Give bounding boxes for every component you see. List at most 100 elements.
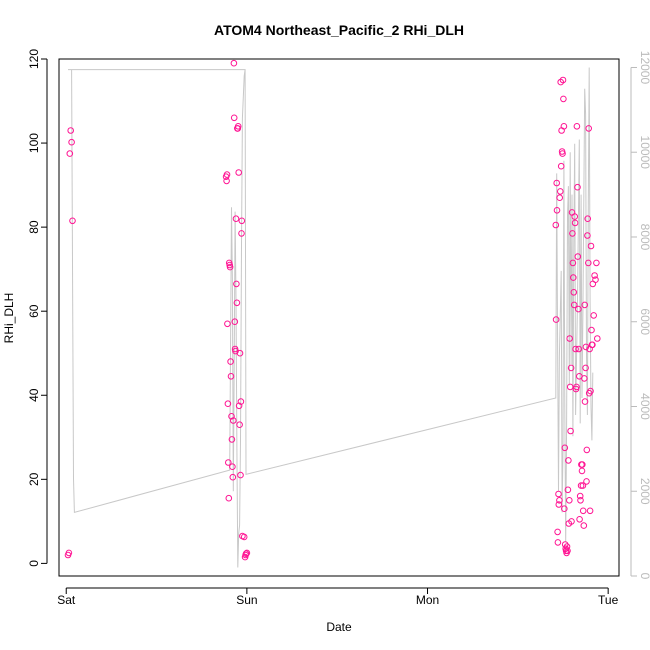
y2-tick-label: 6000 — [638, 308, 650, 335]
data-point — [555, 501, 563, 508]
data-point — [560, 123, 568, 130]
y2-tick-label: 2000 — [638, 478, 650, 505]
y2-tick-label: 4000 — [638, 393, 650, 420]
data-point — [589, 341, 596, 349]
data-point — [584, 232, 591, 239]
data-point — [225, 459, 232, 466]
data-point — [574, 253, 582, 260]
data-point — [68, 138, 75, 146]
data-point — [582, 343, 590, 351]
x-tick-label: Tue — [598, 593, 619, 607]
data-point — [573, 383, 580, 391]
data-point — [570, 274, 577, 281]
data-point — [240, 533, 248, 541]
data-point — [552, 221, 560, 229]
data-point — [569, 230, 576, 237]
data-point — [587, 387, 594, 395]
data-point — [579, 482, 587, 489]
y2-axis: 0 2000 4000 6000 8000 10000 12000 — [630, 51, 650, 580]
data-point — [587, 242, 595, 250]
data-point — [554, 539, 562, 546]
data-point — [67, 127, 74, 134]
x-tick-label: Sat — [57, 593, 76, 607]
data-point — [561, 444, 569, 452]
data-point — [230, 417, 237, 424]
data-point — [234, 123, 242, 130]
x-axis-label: Date — [326, 620, 352, 634]
line-series — [68, 67, 594, 568]
data-point — [568, 518, 575, 525]
data-point — [224, 400, 232, 408]
y-tick-label: 60 — [27, 304, 41, 318]
data-point — [237, 398, 245, 405]
data-point — [236, 421, 243, 429]
data-point — [552, 316, 560, 323]
data-point — [225, 494, 233, 502]
data-point — [583, 478, 590, 485]
data-point — [233, 299, 241, 307]
data-point — [585, 125, 593, 132]
data-point — [566, 335, 574, 342]
data-point — [230, 114, 238, 122]
data-point — [229, 463, 236, 471]
y-axis-label: RHi_DLH — [2, 293, 16, 344]
data-point — [581, 301, 589, 309]
data-point — [566, 497, 573, 504]
data-point — [566, 383, 574, 391]
point-series-layer — [64, 59, 601, 561]
data-point — [579, 461, 586, 468]
x-tick-label: Mon — [416, 593, 439, 607]
y-axis: 0 20 40 60 80 100 120 — [27, 49, 48, 567]
data-point — [65, 549, 73, 557]
y-tick-label: 0 — [27, 560, 41, 567]
data-point — [553, 179, 561, 187]
data-point — [575, 345, 583, 353]
data-point — [228, 413, 235, 420]
y2-tick-label: 0 — [638, 573, 650, 580]
data-point — [593, 259, 600, 267]
data-point — [590, 312, 598, 319]
data-point — [567, 364, 575, 372]
data-point — [576, 492, 584, 500]
data-point — [554, 528, 561, 536]
data-point — [570, 289, 578, 296]
data-point — [235, 169, 242, 176]
data-point — [581, 398, 589, 405]
data-point — [224, 320, 231, 328]
data-point — [570, 301, 578, 309]
data-point — [242, 550, 250, 558]
data-point — [572, 345, 579, 353]
x-axis: Sat Sun Mon Tue — [57, 587, 619, 607]
data-point — [236, 349, 244, 357]
data-point — [569, 259, 577, 267]
data-point — [577, 497, 584, 504]
data-point — [571, 213, 579, 220]
y2-tick-label: 10000 — [638, 136, 650, 170]
data-point — [226, 263, 234, 271]
data-point — [592, 276, 599, 284]
y2-tick-label: 8000 — [638, 224, 650, 251]
chart-title: ATOM4 Northeast_Pacific_2 RHi_DLH — [214, 22, 464, 38]
y-tick-label: 120 — [27, 49, 41, 69]
data-point — [564, 486, 572, 494]
data-point — [237, 471, 244, 479]
data-point — [557, 162, 565, 170]
data-point — [66, 150, 74, 157]
data-point — [585, 259, 592, 267]
data-point — [578, 467, 586, 475]
data-point — [571, 219, 579, 227]
data-point — [555, 490, 562, 498]
data-point — [582, 364, 589, 372]
plot-frame — [58, 58, 620, 577]
y-tick-label: 80 — [27, 220, 41, 234]
data-point — [581, 375, 588, 382]
data-point — [223, 171, 231, 178]
line-series-layer — [68, 67, 594, 568]
data-point — [584, 215, 592, 222]
data-point — [223, 177, 230, 185]
data-point — [588, 326, 595, 334]
data-point — [69, 217, 76, 225]
data-point — [230, 59, 238, 67]
data-point — [559, 76, 567, 84]
data-point — [238, 230, 245, 237]
